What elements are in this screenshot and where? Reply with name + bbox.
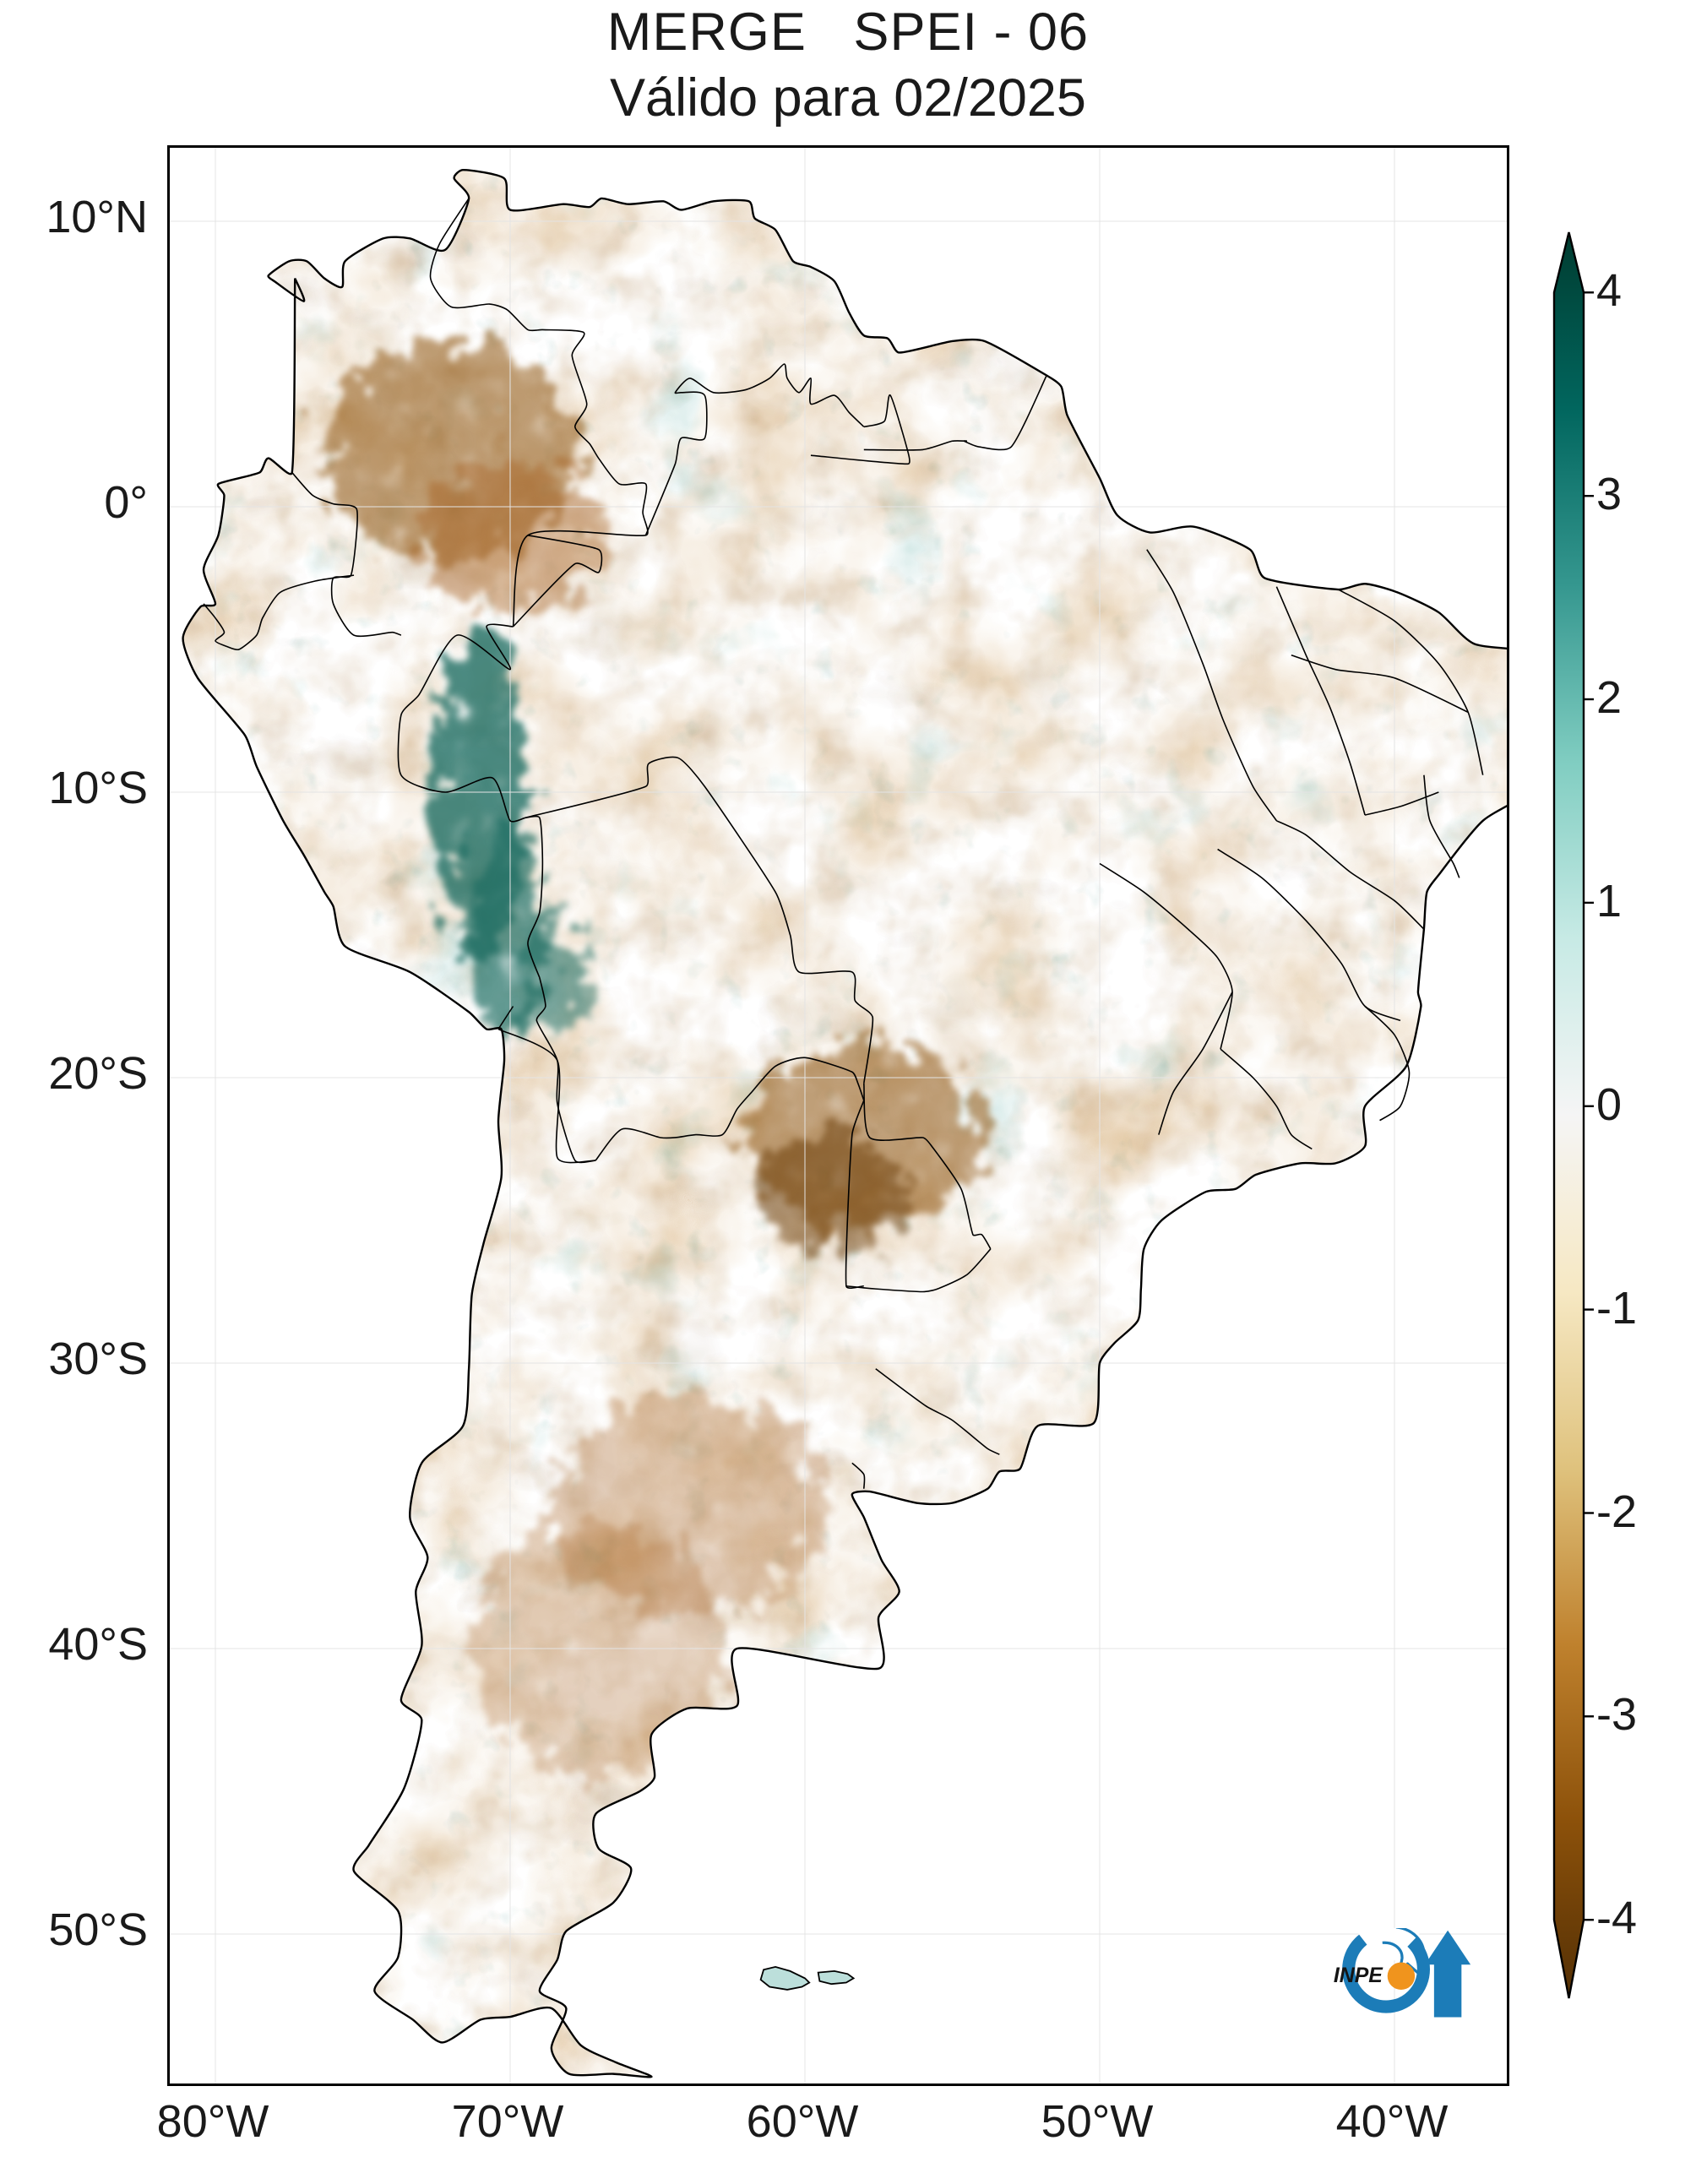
svg-text:INPE: INPE <box>1334 1964 1383 1987</box>
